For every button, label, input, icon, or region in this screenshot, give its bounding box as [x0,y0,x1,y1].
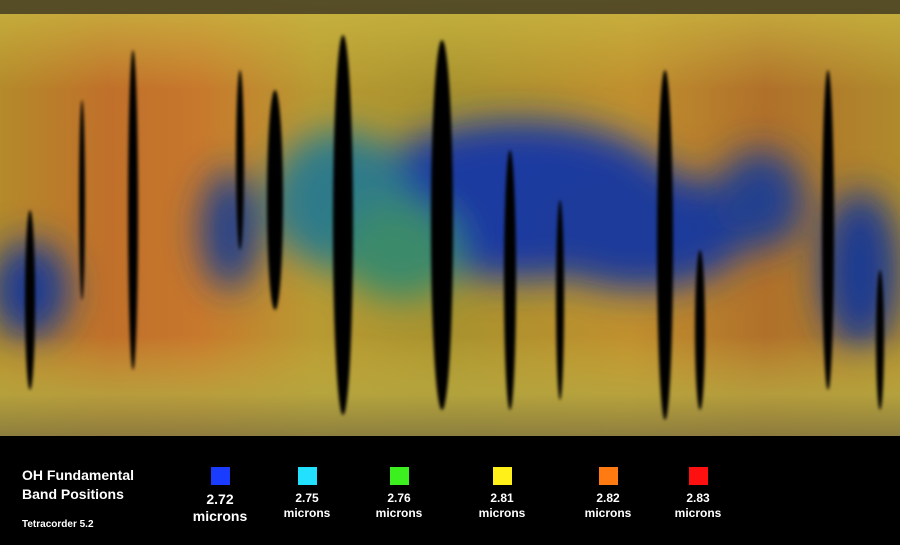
legend-item: 2.82 microns [568,467,648,521]
legend-value: 2.83 [686,491,710,505]
software-label: Tetracorder 5.2 [22,519,94,530]
legend-item: 2.72 microns [180,467,260,525]
lunar-map [0,0,900,448]
legend-unit: microns [283,506,331,520]
legend-swatch [297,467,317,485]
legend-swatch [688,467,708,485]
legend-unit: microns [478,506,526,520]
legend-value: 2.76 [387,491,411,505]
title-line: OH Fundamental [22,467,135,483]
legend-value: 2.82 [596,491,620,505]
legend-item: 2.83 microns [658,467,738,521]
legend-swatch [389,467,409,485]
legend-value: 2.72 [206,491,234,507]
title-line: Band Positions [22,486,124,502]
legend-item: 2.75 microns [267,467,347,521]
legend-swatch [210,467,230,485]
legend-swatch [598,467,618,485]
legend-swatch [492,467,512,485]
legend-unit: microns [674,506,722,520]
legend-title: OH Fundamental Band Positions [22,466,134,504]
legend-unit: microns [375,506,423,520]
legend-unit: microns [584,506,632,520]
legend-item: 2.76 microns [359,467,439,521]
legend-unit: microns [192,508,248,524]
legend-value: 2.75 [295,491,319,505]
legend-item: 2.81 microns [462,467,542,521]
legend-value: 2.81 [490,491,514,505]
